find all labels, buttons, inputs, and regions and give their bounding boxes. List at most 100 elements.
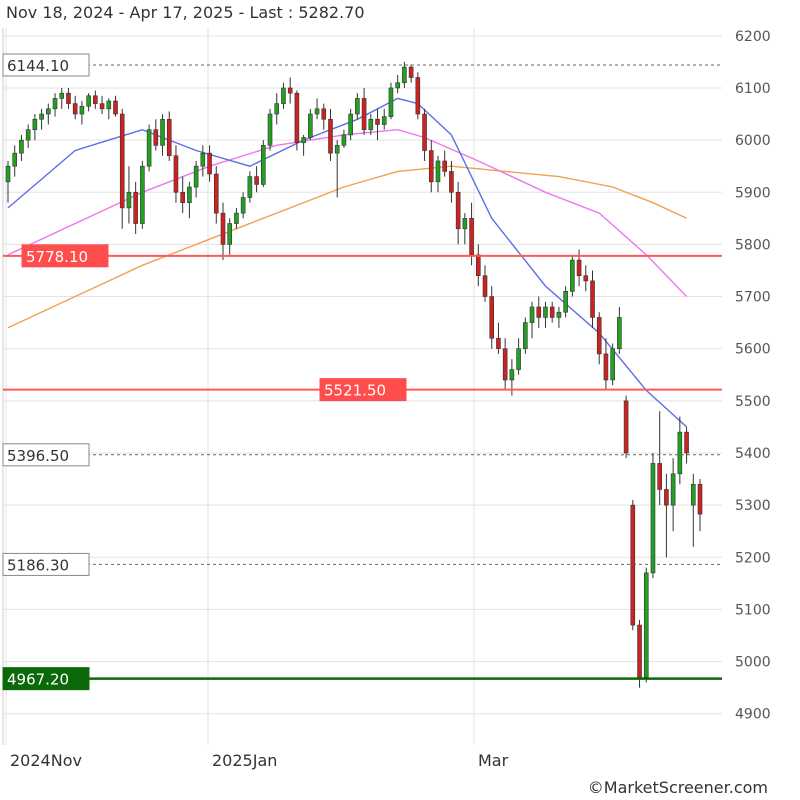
level-6144.10: 6144.10 [2, 53, 722, 77]
candle-body [428, 150, 434, 183]
candle [462, 213, 468, 245]
candle-body [482, 275, 488, 297]
candle-body [106, 100, 112, 110]
candle-body [657, 463, 662, 490]
x-tick-label: Mar [478, 751, 509, 770]
candle-body [610, 348, 615, 381]
candle-body [563, 291, 568, 313]
candle-body [39, 113, 44, 120]
candle-body [321, 108, 327, 120]
ma20-line [7, 97, 688, 428]
candle [193, 160, 199, 198]
candle [39, 108, 44, 130]
candle-body [173, 155, 179, 193]
candle [79, 101, 85, 125]
candle-body [12, 152, 18, 167]
candle-body [475, 254, 481, 276]
candle [684, 426, 689, 464]
candle [355, 93, 360, 120]
candle [287, 77, 293, 104]
candle [86, 93, 91, 112]
candle [563, 286, 568, 318]
chart-title: Nov 18, 2024 - Apr 17, 2025 - Last : 528… [6, 3, 365, 22]
candle [207, 145, 212, 182]
candle [146, 124, 152, 172]
candle-body [187, 186, 192, 203]
candle [46, 103, 51, 125]
ma50-line [7, 128, 688, 297]
candle-body [5, 165, 11, 183]
candle-body [328, 118, 333, 154]
candle [281, 82, 286, 109]
candle-body [25, 129, 31, 141]
candle [254, 166, 259, 193]
candle [690, 473, 696, 547]
candle-body [368, 118, 374, 130]
candle-body [46, 108, 51, 115]
candle [32, 114, 38, 141]
candle-body [670, 473, 676, 506]
candle [610, 343, 615, 386]
candle-body [314, 108, 320, 115]
candle [126, 166, 132, 224]
y-tick-label: 6200 [735, 29, 771, 45]
candle-body [523, 322, 528, 349]
candle-body [469, 218, 474, 256]
y-tick-label: 6000 [735, 133, 771, 149]
candle [19, 134, 24, 161]
candle-body [650, 463, 656, 574]
candle [180, 176, 185, 214]
candle [140, 160, 145, 229]
candle [308, 108, 313, 141]
candle-body [442, 160, 447, 172]
y-tick-label: 5000 [735, 655, 771, 671]
candle [247, 171, 253, 203]
candle [603, 338, 609, 391]
candle-body [113, 100, 118, 115]
candle [12, 145, 18, 177]
candle-body [59, 92, 65, 99]
candle [543, 301, 548, 328]
candle-body [86, 95, 91, 107]
candle [402, 61, 407, 88]
candle [630, 499, 636, 631]
candle-body [52, 98, 58, 110]
candle-body [227, 223, 233, 245]
candle-body [348, 113, 353, 136]
candle [570, 254, 575, 297]
candle-body [254, 176, 259, 185]
candle [314, 98, 320, 120]
candle [200, 145, 206, 177]
x-axis: 2024Nov 2025Jan Mar [10, 751, 509, 770]
candle [677, 416, 683, 485]
y-tick-label: 5500 [735, 394, 771, 410]
y-tick-label: 5600 [735, 342, 771, 358]
level-label-box [2, 667, 90, 691]
candle [496, 322, 501, 354]
candle-body [583, 275, 589, 282]
candle-body [119, 113, 125, 209]
candle [643, 567, 649, 683]
candlesticks [5, 61, 703, 688]
candle [523, 317, 528, 354]
candle [160, 114, 165, 156]
credit-text: ©MarketScreener.com [587, 778, 768, 797]
level-5521.50: 5521.50 [3, 378, 722, 402]
candle [341, 129, 347, 148]
candle [321, 103, 327, 130]
candle [556, 306, 562, 328]
candle-body [576, 259, 582, 276]
candle [623, 395, 629, 459]
candle [590, 270, 595, 328]
candle [220, 202, 226, 261]
y-tick-label: 5900 [735, 185, 771, 201]
candle [650, 452, 656, 579]
candle-body [126, 191, 132, 209]
candle-body [422, 113, 427, 151]
candle-body [690, 483, 696, 506]
candle [166, 111, 172, 161]
candle-body [590, 280, 595, 318]
candle [113, 95, 118, 117]
candle-body [435, 160, 441, 183]
